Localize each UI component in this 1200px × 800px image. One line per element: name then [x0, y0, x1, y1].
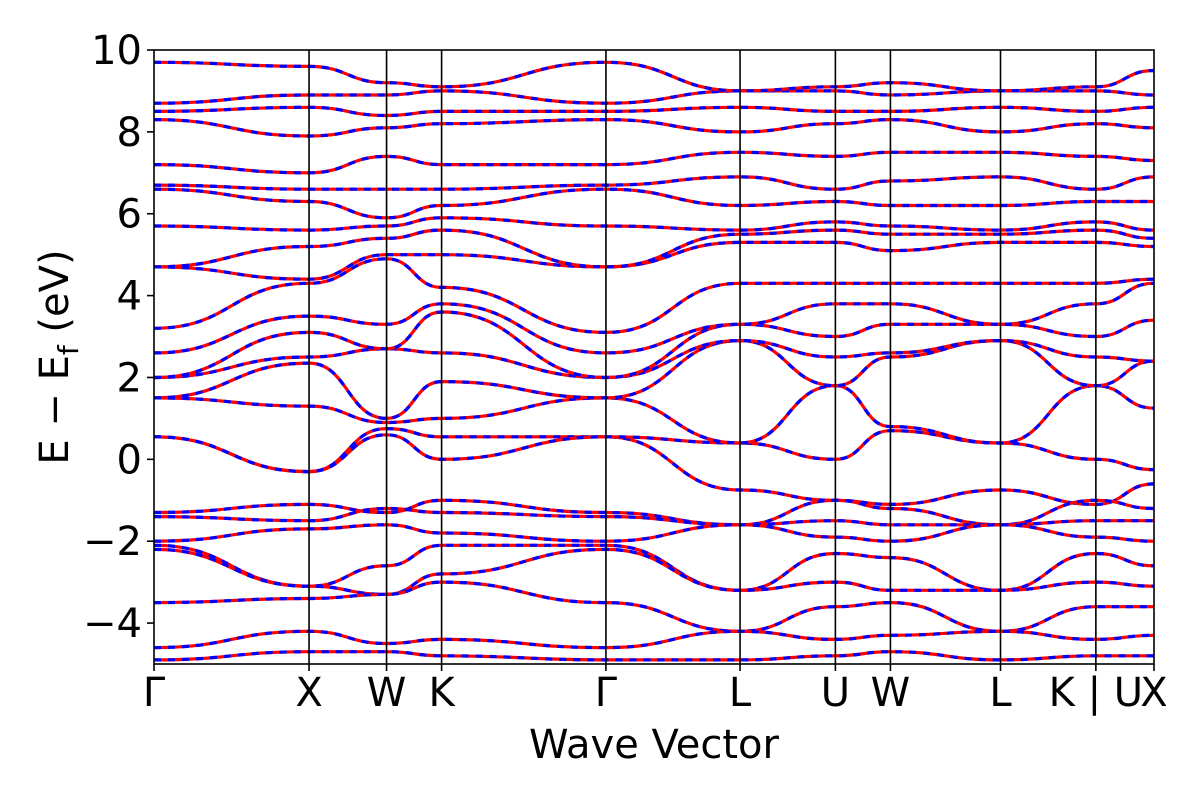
y-axis-label-unit: (eV)	[32, 249, 78, 345]
y-axis-ticks: −4 −2 0 2 4 6 8 10	[83, 28, 154, 647]
band-5	[154, 339, 1154, 380]
band-3-spin-up	[154, 384, 1154, 445]
x-tick-label-2: X	[295, 670, 322, 716]
band-3-spin-down	[154, 384, 1154, 445]
band-21-spin-down	[154, 523, 1154, 543]
y-tick-label: 8	[117, 110, 142, 156]
x-tick-label-1: Γ	[143, 670, 166, 716]
x-tick-label-6: L	[729, 670, 752, 716]
y-tick-label: 10	[91, 28, 142, 74]
band-11-spin-up	[154, 216, 1154, 232]
band-13-spin-up	[154, 175, 1154, 191]
y-tick-label: 0	[117, 437, 142, 483]
band-12	[154, 187, 1154, 220]
band-22	[154, 543, 1154, 592]
band-12-spin-down	[154, 187, 1154, 220]
x-tick-label-3: W	[367, 670, 407, 716]
x-tick-label-5: Γ	[595, 670, 618, 716]
band-22-spin-down	[154, 543, 1154, 592]
y-axis-label: E − Ef (eV)	[32, 249, 85, 464]
band-17	[154, 89, 1154, 105]
band-18-spin-up	[154, 60, 1154, 93]
band-10	[154, 228, 1154, 269]
band-25-spin-up	[154, 629, 1154, 650]
band-1-spin-down	[154, 427, 1154, 506]
band-22-spin-up	[154, 543, 1154, 592]
band-14	[154, 150, 1154, 175]
band-11	[154, 216, 1154, 232]
band-1	[154, 427, 1154, 506]
y-axis-label-subscript: f	[52, 344, 85, 355]
x-axis-label: Wave Vector	[529, 722, 780, 768]
bands-layer	[154, 60, 1154, 662]
y-tick-label: 4	[117, 274, 142, 320]
band-18-spin-down	[154, 60, 1154, 93]
band-25-spin-down	[154, 629, 1154, 650]
band-23-spin-down	[154, 547, 1154, 596]
high-symmetry-lines	[308, 50, 1097, 664]
band-21	[154, 523, 1154, 543]
band-21-spin-up	[154, 523, 1154, 543]
band-15-spin-down	[154, 118, 1154, 138]
y-axis-label-main: E − E	[32, 355, 78, 465]
band-7-spin-down	[154, 281, 1154, 355]
band-4	[154, 339, 1154, 420]
band-16-spin-up	[154, 105, 1154, 118]
band-15-spin-up	[154, 118, 1154, 138]
x-tick-label-4: K	[428, 670, 456, 716]
x-tick-label-8: W	[871, 670, 911, 716]
band-26-spin-up	[154, 650, 1154, 662]
band-16	[154, 105, 1154, 118]
band-15	[154, 118, 1154, 138]
y-tick-label: −2	[83, 519, 142, 565]
band-8-spin-down	[154, 257, 1154, 334]
x-tick-label-7: U	[821, 670, 850, 716]
band-8	[154, 257, 1154, 334]
band-7	[154, 281, 1154, 355]
band-3	[154, 384, 1154, 445]
band-13	[154, 175, 1154, 191]
band-26	[154, 650, 1154, 662]
band-6-spin-down	[154, 310, 1154, 380]
x-tick-label-9: L	[989, 670, 1012, 716]
band-11-spin-down	[154, 216, 1154, 232]
band-14-spin-up	[154, 150, 1154, 175]
band-23	[154, 547, 1154, 596]
band-18	[154, 60, 1154, 93]
band-17-spin-up	[154, 89, 1154, 105]
band-5-spin-up	[154, 339, 1154, 380]
band-2-spin-down	[154, 429, 1154, 474]
band-25	[154, 629, 1154, 650]
y-tick-label: −4	[83, 601, 142, 647]
plot-frame	[153, 49, 1155, 665]
x-tick-label-11: X	[1140, 670, 1167, 716]
band-7-spin-up	[154, 281, 1154, 355]
y-tick-label: 2	[117, 355, 142, 401]
band-4-spin-down	[154, 339, 1154, 420]
band-10-spin-down	[154, 228, 1154, 269]
band-13-spin-down	[154, 175, 1154, 191]
y-tick-label: 6	[117, 192, 142, 238]
band-14-spin-down	[154, 150, 1154, 175]
x-tick-label-10: K | U	[1049, 670, 1143, 716]
band-26-spin-down	[154, 650, 1154, 662]
band-16-spin-down	[154, 105, 1154, 118]
